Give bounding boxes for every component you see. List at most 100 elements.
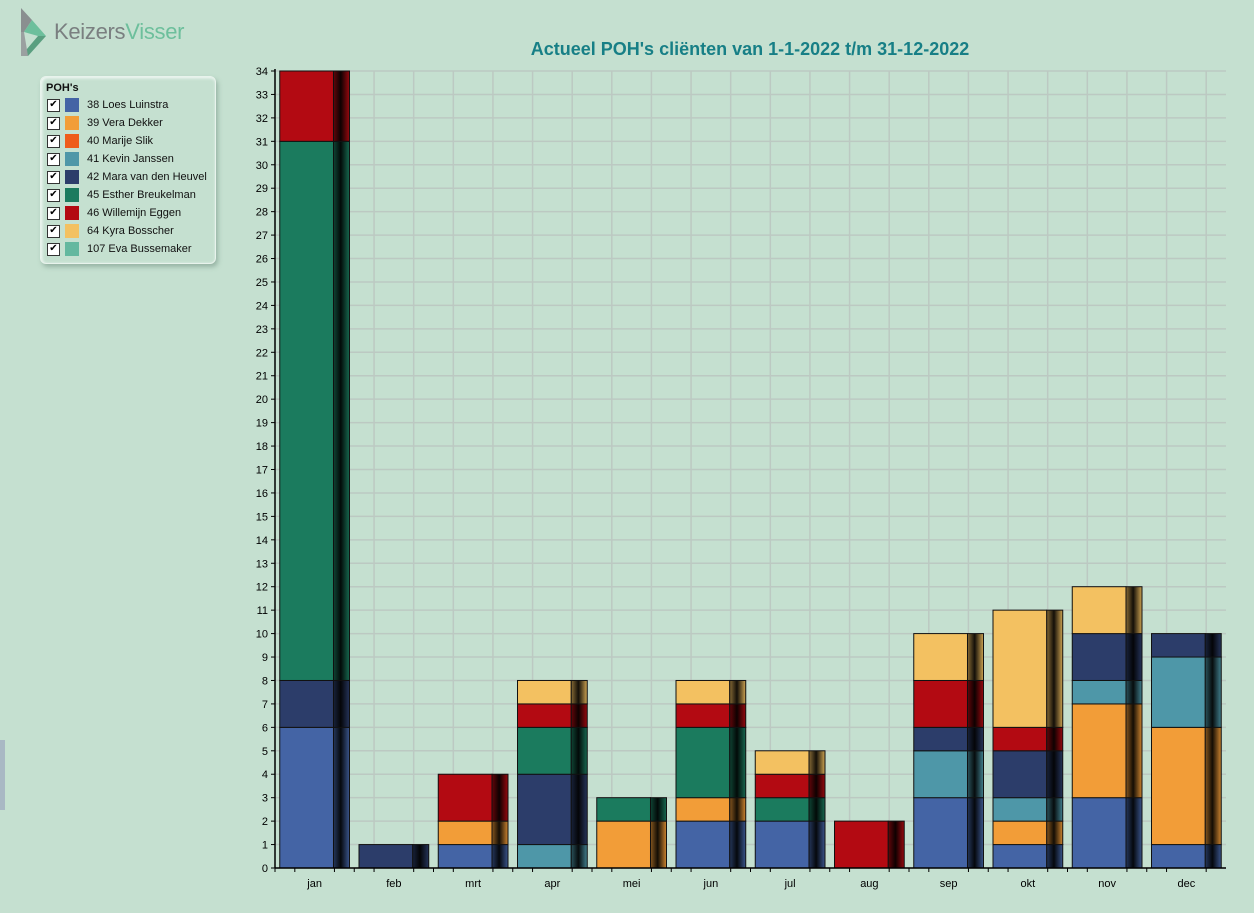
- legend-item[interactable]: ✔ 42 Mara van den Heuvel: [41, 168, 215, 186]
- bar-side: [1125, 703, 1143, 799]
- bar-side: [729, 820, 747, 869]
- bar-segment: [992, 750, 1064, 799]
- bar-side: [1046, 609, 1064, 728]
- legend-item[interactable]: ✔ 46 Willemijn Eggen: [41, 204, 215, 222]
- bar-face: [913, 750, 968, 799]
- y-tick-label: 4: [262, 769, 268, 781]
- y-tick-label: 11: [257, 605, 268, 617]
- bar-side: [1125, 797, 1143, 869]
- bar-side: [729, 797, 747, 822]
- legend-item[interactable]: ✔ 45 Esther Breukelman: [41, 186, 215, 204]
- bar-side: [966, 797, 984, 869]
- y-tick-label: 22: [256, 347, 268, 359]
- bar-face: [279, 679, 334, 728]
- y-tick-label: 30: [256, 160, 268, 172]
- bar-face: [517, 773, 572, 846]
- legend-item[interactable]: ✔ 38 Loes Luinstra: [41, 96, 215, 114]
- bar-segment: [596, 820, 667, 869]
- legend-label: 46 Willemijn Eggen: [87, 207, 182, 219]
- bar-side: [491, 844, 509, 869]
- legend-checkbox[interactable]: ✔: [47, 170, 60, 184]
- window-edge: [0, 740, 5, 810]
- y-tick-label: 12: [256, 582, 268, 594]
- y-tick-label: 1: [262, 840, 268, 852]
- bar-face: [596, 820, 651, 869]
- legend-checkbox[interactable]: ✔: [47, 116, 60, 130]
- bar-face: [437, 844, 493, 869]
- legend-title: POH's: [46, 82, 79, 94]
- bar-face: [1071, 633, 1127, 681]
- bar-segment: [517, 679, 588, 705]
- bar-side: [966, 726, 984, 752]
- legend-checkbox[interactable]: ✔: [47, 242, 60, 256]
- bar-segment: [913, 750, 984, 799]
- bar-side: [966, 633, 984, 681]
- legend-label: 41 Kevin Janssen: [87, 153, 174, 165]
- bar-segment: [358, 844, 430, 869]
- y-tick-label: 18: [256, 441, 268, 453]
- bar-face: [992, 844, 1048, 869]
- x-tick-label: jul: [784, 878, 796, 890]
- legend-label: 40 Marije Slik: [87, 135, 154, 147]
- bar-side: [887, 820, 905, 869]
- bar-face: [992, 820, 1048, 846]
- chart-title: Actueel POH's cliënten van 1-1-2022 t/m …: [531, 39, 970, 59]
- bar-face: [437, 820, 493, 846]
- grid: [275, 70, 1226, 869]
- bar-segment: [1071, 703, 1143, 799]
- x-tick-label: sep: [940, 878, 958, 890]
- legend-swatch: [65, 116, 79, 130]
- y-tick-label: 31: [256, 136, 268, 148]
- bar-face: [1071, 679, 1127, 705]
- bar-side: [649, 797, 667, 822]
- bar-face: [992, 750, 1048, 799]
- bar-side: [570, 679, 588, 705]
- legend-checkbox[interactable]: ✔: [47, 134, 60, 148]
- bar-face: [834, 820, 889, 869]
- bar-side: [1046, 820, 1064, 846]
- bar-side: [332, 726, 350, 869]
- legend-checkbox[interactable]: ✔: [47, 152, 60, 166]
- bar-side: [808, 820, 826, 869]
- bar-segment: [1151, 633, 1222, 658]
- legend-label: 39 Vera Dekker: [87, 117, 163, 129]
- legend-swatch: [65, 206, 79, 220]
- bar-side: [808, 773, 826, 799]
- bar-face: [1071, 586, 1127, 635]
- bar-segment: [279, 726, 350, 869]
- y-tick-label: 20: [256, 394, 268, 406]
- bar-face: [675, 726, 731, 799]
- bar-face: [675, 820, 731, 869]
- legend-item[interactable]: ✔ 107 Eva Bussemaker: [41, 240, 215, 258]
- legend-checkbox[interactable]: ✔: [47, 188, 60, 202]
- bar-segment: [517, 703, 588, 728]
- bar-segment: [913, 726, 984, 752]
- legend-item[interactable]: ✔ 40 Marije Slik: [41, 132, 215, 150]
- legend-checkbox[interactable]: ✔: [47, 206, 60, 220]
- x-axis: jan feb mrt apr mei jun jul aug sep okt nov dec: [274, 867, 1226, 890]
- legend-panel: POH's ✔ 38 Loes Luinstra ✔ 39 Vera Dekker ✔ 4…: [40, 76, 216, 264]
- bar-side: [966, 679, 984, 728]
- bar-segment: [675, 820, 747, 869]
- bar-face: [1151, 726, 1206, 846]
- bar-side: [570, 703, 588, 728]
- bar-face: [754, 797, 810, 822]
- bar-segment: [992, 797, 1064, 822]
- bar-side: [808, 750, 826, 775]
- bar-side: [491, 773, 509, 822]
- bar-face: [675, 703, 731, 728]
- bar-segment: [437, 844, 509, 869]
- y-tick-label: 25: [256, 277, 268, 289]
- bar-segment: [1071, 797, 1143, 869]
- bar-segment: [1151, 726, 1222, 846]
- bar-side: [1204, 656, 1222, 728]
- bar-face: [754, 773, 810, 799]
- legend-item[interactable]: ✔ 41 Kevin Janssen: [41, 150, 215, 168]
- legend-checkbox[interactable]: ✔: [47, 224, 60, 238]
- bar-segment: [675, 797, 747, 822]
- bar-side: [729, 679, 747, 705]
- legend-item[interactable]: ✔ 39 Vera Dekker: [41, 114, 215, 132]
- legend-item[interactable]: ✔ 64 Kyra Bosscher: [41, 222, 215, 240]
- legend-checkbox[interactable]: ✔: [47, 98, 60, 112]
